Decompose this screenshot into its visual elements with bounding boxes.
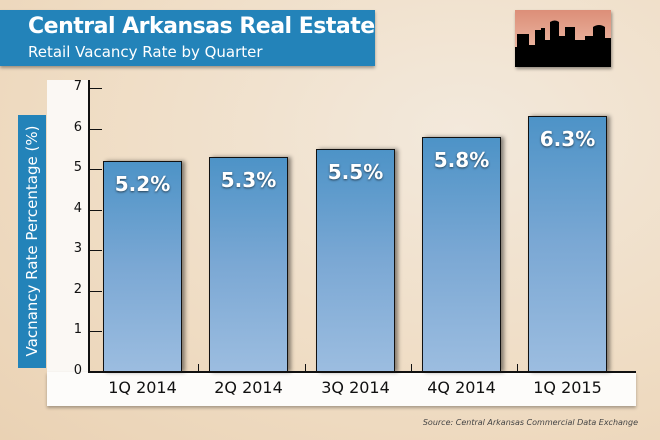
- bar-1q-2014: 5.2%: [103, 161, 182, 372]
- y-tick-label: 3: [73, 241, 82, 257]
- x-axis-line: [88, 371, 636, 373]
- y-tick-label: 0: [73, 363, 82, 378]
- source-note: Source: Central Arkansas Commercial Data…: [422, 418, 638, 427]
- y-tick-label: 4: [73, 200, 82, 216]
- chart-title: Central Arkansas Real Estate: [28, 14, 375, 39]
- bar-value-label: 5.3%: [220, 167, 277, 192]
- x-tick-mark: [517, 364, 518, 372]
- bar-value-label: 5.2%: [114, 172, 171, 197]
- y-tick-label: 1: [73, 322, 82, 338]
- y-tick-mark: [90, 250, 102, 252]
- title-banner: Central Arkansas Real Estate Retail Vaca…: [0, 10, 375, 66]
- x-tick-label: 1Q 2014: [108, 378, 177, 397]
- bar-value-label: 5.5%: [327, 159, 384, 184]
- y-tick-mark: [90, 290, 102, 292]
- y-axis-line: [88, 80, 90, 373]
- y-tick-label: 5: [73, 160, 82, 176]
- y-axis-label: Vacnancy Rate Percentage (%): [23, 125, 41, 357]
- y-tick-label: 2: [73, 281, 82, 297]
- skyline-icon: [515, 10, 611, 67]
- x-tick-mark: [411, 364, 412, 372]
- y-tick-label: 6: [73, 119, 82, 135]
- bar-value-label: 5.8%: [433, 147, 490, 172]
- x-tick-mark: [305, 364, 306, 372]
- x-tick-label: 2Q 2014: [214, 378, 283, 397]
- y-tick-mark: [90, 88, 102, 89]
- x-tick-label: 1Q 2015: [533, 378, 602, 397]
- bar-4q-2014: 5.8%: [422, 136, 501, 372]
- bar-3q-2014: 5.5%: [316, 148, 395, 372]
- chart-subtitle: Retail Vacancy Rate by Quarter: [28, 43, 263, 61]
- y-axis-panel: [47, 80, 88, 375]
- y-tick-mark: [90, 128, 102, 130]
- x-tick-label: 3Q 2014: [321, 378, 390, 397]
- x-axis-panel: [47, 372, 636, 406]
- y-tick-mark: [90, 169, 102, 171]
- bar-1q-2015: 6.3%: [528, 116, 607, 372]
- bar-2q-2014: 5.3%: [209, 156, 288, 372]
- y-tick-mark: [90, 209, 102, 211]
- x-tick-label: 4Q 2014: [427, 378, 496, 397]
- y-axis-label-box: [18, 115, 46, 368]
- y-tick-label: 7: [73, 79, 82, 94]
- y-tick-mark: [90, 331, 102, 333]
- bar-value-label: 6.3%: [539, 127, 596, 152]
- x-tick-mark: [198, 364, 199, 372]
